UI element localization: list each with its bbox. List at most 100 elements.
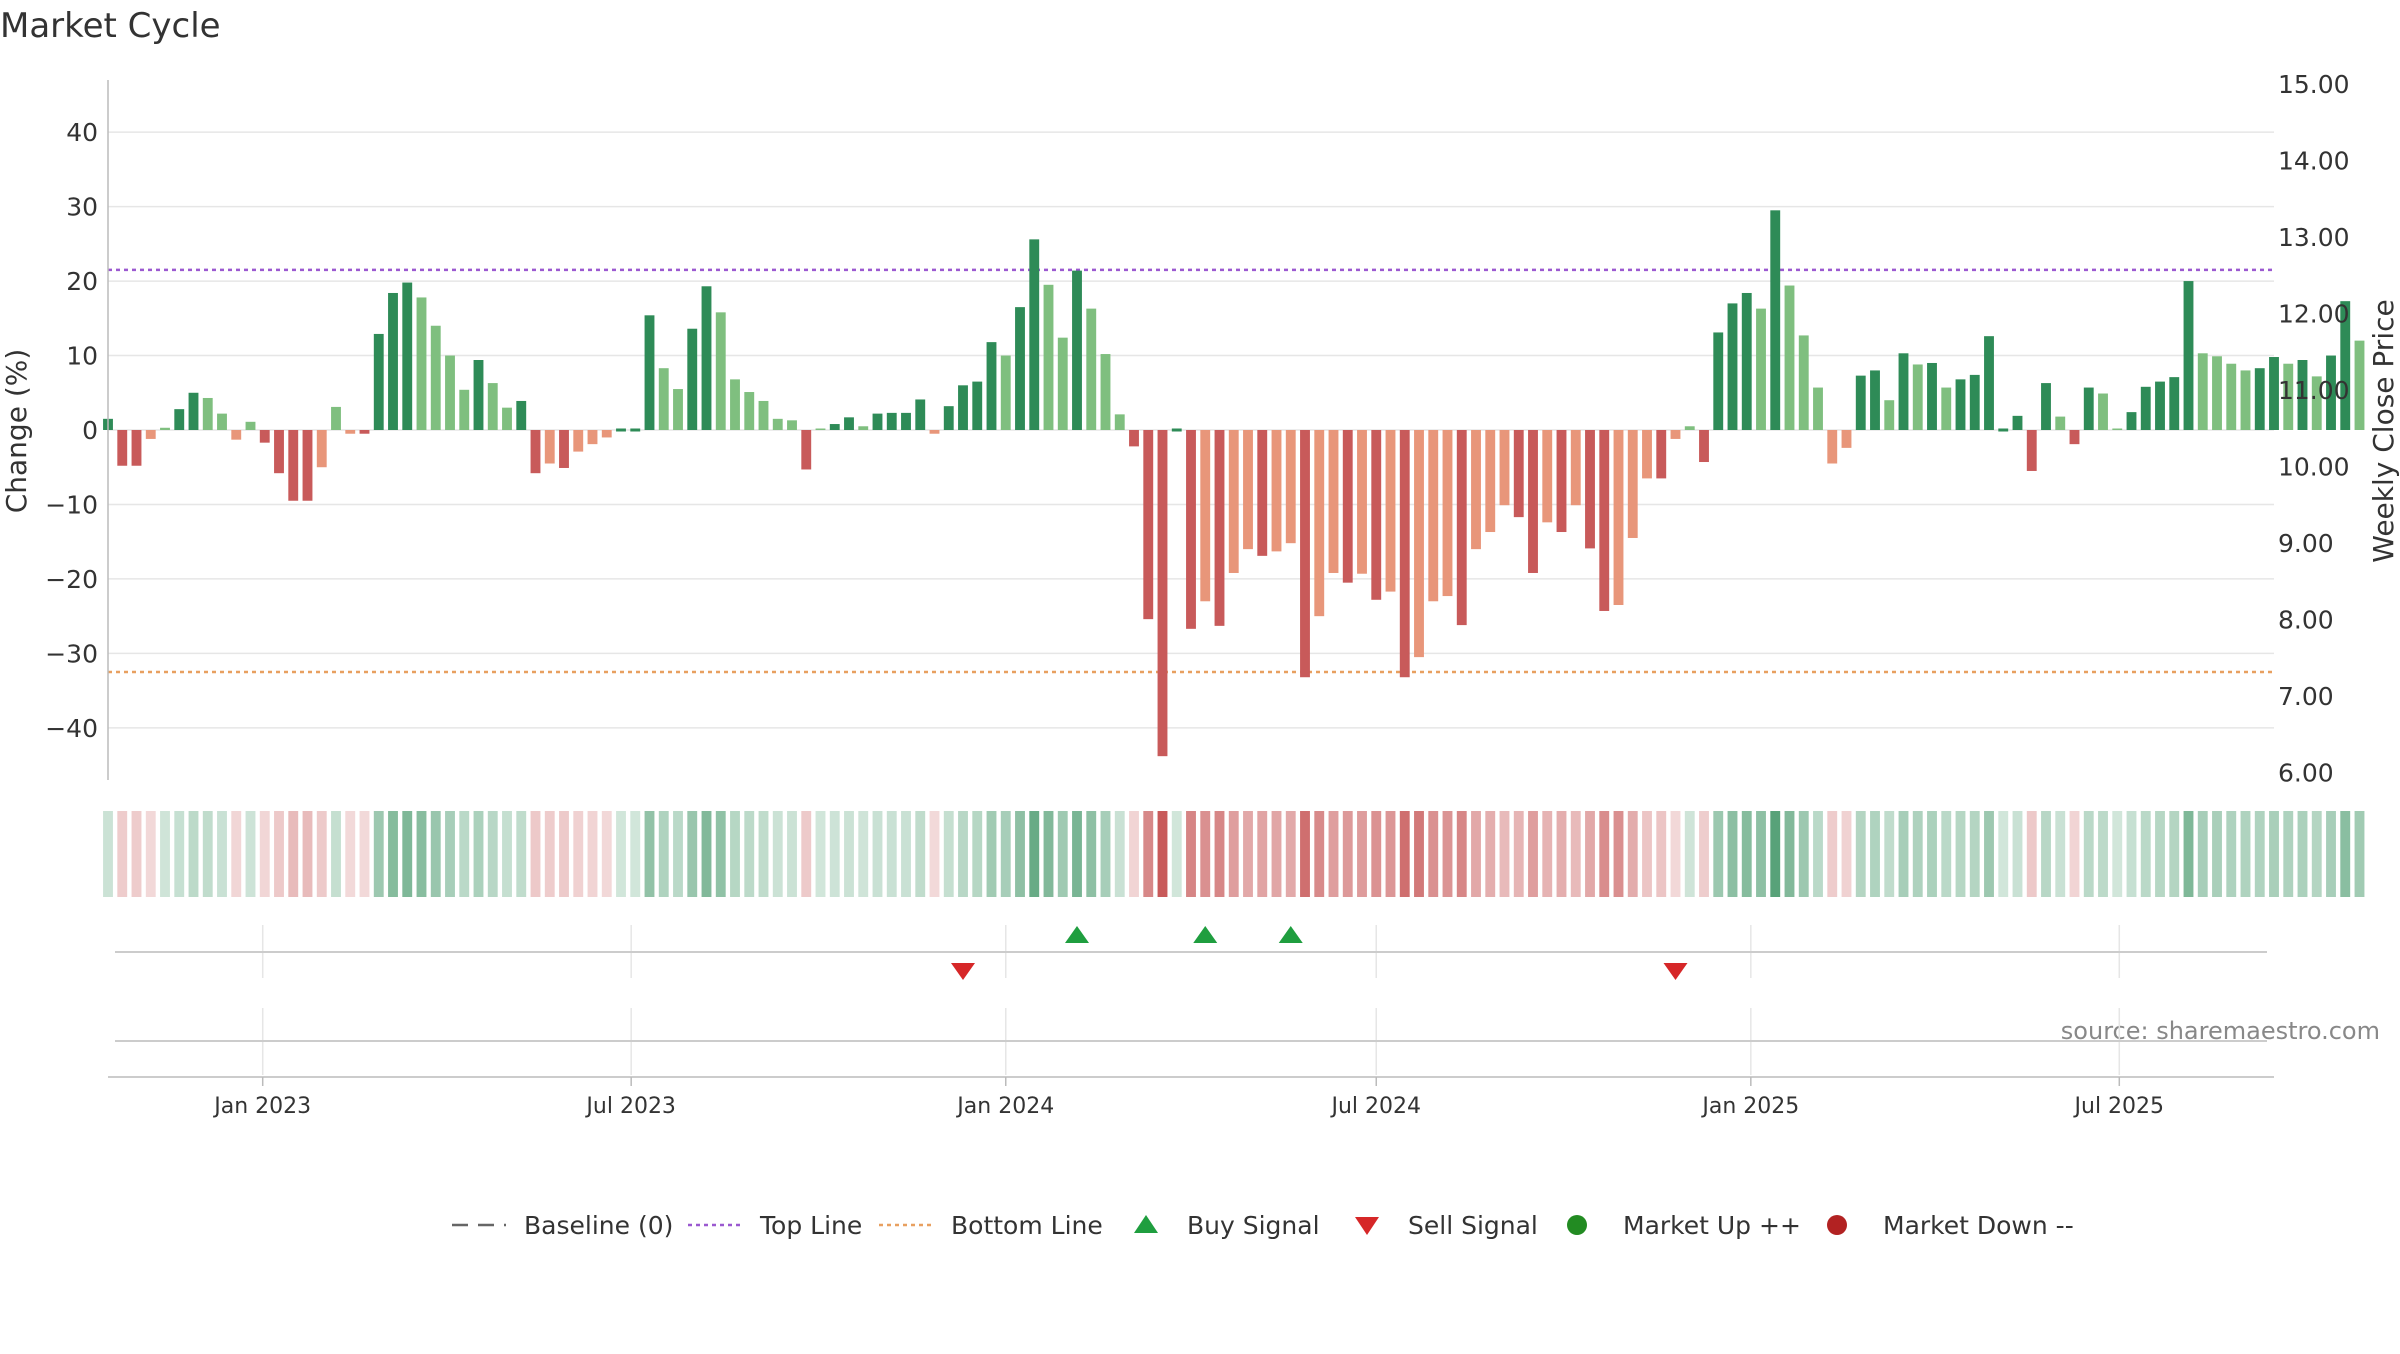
bar xyxy=(1414,430,1424,658)
heat-cell xyxy=(1570,811,1581,897)
y-tick-label: −40 xyxy=(45,714,98,743)
bar xyxy=(1086,308,1097,430)
bar xyxy=(473,360,484,430)
y2-tick-label: 15.00 xyxy=(2278,70,2350,99)
heat-cell xyxy=(217,811,227,897)
bar xyxy=(1927,362,1937,430)
bar xyxy=(388,292,398,430)
bar xyxy=(1243,430,1253,550)
heat-cell xyxy=(202,811,213,897)
bar xyxy=(160,427,170,430)
heat-cell xyxy=(2083,811,2094,897)
bar xyxy=(530,430,541,474)
bar xyxy=(430,325,441,430)
heat-cell xyxy=(1941,811,1952,897)
heat-cell xyxy=(145,811,156,897)
heat-cell xyxy=(1300,811,1310,897)
heat-cell xyxy=(1428,811,1439,897)
heat-cell xyxy=(601,811,612,897)
heat-cell xyxy=(2240,811,2251,897)
bar xyxy=(487,383,498,430)
bar xyxy=(886,412,897,430)
bar xyxy=(2226,363,2237,430)
bar xyxy=(1784,285,1795,430)
bar xyxy=(1969,374,1980,430)
bar xyxy=(1670,430,1681,439)
bar xyxy=(145,430,156,439)
heat-cell xyxy=(1884,811,1895,897)
heat-cell xyxy=(402,811,413,897)
bar xyxy=(1955,379,1966,430)
heat-cell xyxy=(1898,811,1909,897)
bar xyxy=(445,355,455,430)
heat-cell xyxy=(1029,811,1040,897)
bar xyxy=(2240,370,2251,430)
bar xyxy=(601,430,612,438)
y2-tick-label: 9.00 xyxy=(2278,529,2334,558)
legend-swatch xyxy=(1134,1215,1158,1233)
bar xyxy=(943,406,954,430)
heat-cell xyxy=(872,811,883,897)
heat-cell xyxy=(1043,811,1054,897)
heat-cell xyxy=(2112,811,2123,897)
heat-cell xyxy=(772,811,783,897)
heat-cell xyxy=(1200,811,1211,897)
heat-cell xyxy=(2311,811,2322,897)
bar xyxy=(673,389,683,430)
bar xyxy=(1727,303,1738,430)
x-tick-label: Jan 2025 xyxy=(1700,1094,1799,1119)
bar xyxy=(2041,383,2051,430)
bar xyxy=(217,413,227,430)
bar xyxy=(2112,428,2123,431)
bar xyxy=(345,430,356,434)
heat-cell xyxy=(2155,811,2165,897)
bar xyxy=(744,392,755,430)
bar xyxy=(1228,430,1239,573)
heat-cell xyxy=(829,811,840,897)
heat-cell xyxy=(416,811,427,897)
x-tick-label: Jan 2023 xyxy=(212,1094,311,1119)
bar xyxy=(872,413,883,430)
heat-cell xyxy=(2212,811,2222,897)
bar xyxy=(1043,284,1054,430)
heat-cell xyxy=(1015,811,1025,897)
legend-item: Bottom Line xyxy=(879,1211,1103,1240)
heat-cell xyxy=(559,811,569,897)
bar xyxy=(1941,387,1952,430)
bar xyxy=(1499,430,1510,506)
heat-cell xyxy=(1000,811,1011,897)
heat-cell xyxy=(886,811,897,897)
heat-cell xyxy=(1870,811,1880,897)
bar xyxy=(858,426,869,430)
heat-cell xyxy=(815,811,826,897)
bar xyxy=(844,417,854,430)
bar xyxy=(772,418,783,430)
heat-cell xyxy=(1143,811,1154,897)
bar xyxy=(787,420,797,430)
heat-cell xyxy=(1471,811,1481,897)
bar xyxy=(416,297,427,430)
heat-cell xyxy=(943,811,954,897)
bar xyxy=(1314,430,1325,617)
y2-tick-label: 11.00 xyxy=(2278,376,2350,405)
heat-cell xyxy=(2055,811,2066,897)
bar xyxy=(715,312,726,430)
bar xyxy=(1328,430,1339,573)
bar xyxy=(1342,430,1353,583)
heat-cell xyxy=(616,811,626,897)
heat-cell xyxy=(1414,811,1424,897)
bar xyxy=(2297,360,2308,430)
bar xyxy=(1770,210,1781,430)
heat-cell xyxy=(1670,811,1681,897)
heat-cell xyxy=(2197,811,2208,897)
bar xyxy=(1300,430,1310,678)
legend-item: Sell Signal xyxy=(1355,1211,1538,1240)
bar xyxy=(1741,292,1752,430)
heat-cell xyxy=(901,811,911,897)
bar xyxy=(658,368,669,430)
bar xyxy=(1442,430,1453,597)
bar xyxy=(1713,332,1724,430)
bar xyxy=(2140,386,2151,430)
bar xyxy=(1485,430,1496,533)
